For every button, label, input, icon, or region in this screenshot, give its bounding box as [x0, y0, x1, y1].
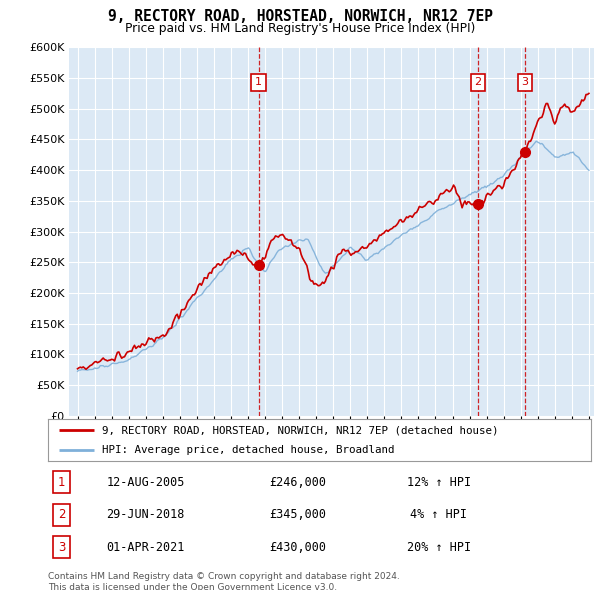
Text: 1: 1 [58, 476, 65, 489]
Text: £246,000: £246,000 [269, 476, 326, 489]
Text: 20% ↑ HPI: 20% ↑ HPI [407, 541, 471, 554]
Text: 1: 1 [255, 77, 262, 87]
Text: 2: 2 [58, 508, 65, 521]
Text: 9, RECTORY ROAD, HORSTEAD, NORWICH, NR12 7EP (detached house): 9, RECTORY ROAD, HORSTEAD, NORWICH, NR12… [103, 425, 499, 435]
Text: Price paid vs. HM Land Registry's House Price Index (HPI): Price paid vs. HM Land Registry's House … [125, 22, 475, 35]
Text: £430,000: £430,000 [269, 541, 326, 554]
Text: HPI: Average price, detached house, Broadland: HPI: Average price, detached house, Broa… [103, 445, 395, 455]
Text: 9, RECTORY ROAD, HORSTEAD, NORWICH, NR12 7EP: 9, RECTORY ROAD, HORSTEAD, NORWICH, NR12… [107, 9, 493, 24]
Text: 3: 3 [521, 77, 529, 87]
Text: 01-APR-2021: 01-APR-2021 [107, 541, 185, 554]
Text: Contains HM Land Registry data © Crown copyright and database right 2024.
This d: Contains HM Land Registry data © Crown c… [48, 572, 400, 590]
Text: 12% ↑ HPI: 12% ↑ HPI [407, 476, 471, 489]
Text: 2: 2 [475, 77, 481, 87]
Text: 4% ↑ HPI: 4% ↑ HPI [410, 508, 467, 521]
Text: 29-JUN-2018: 29-JUN-2018 [107, 508, 185, 521]
Text: £345,000: £345,000 [269, 508, 326, 521]
Text: 12-AUG-2005: 12-AUG-2005 [107, 476, 185, 489]
Text: 3: 3 [58, 541, 65, 554]
